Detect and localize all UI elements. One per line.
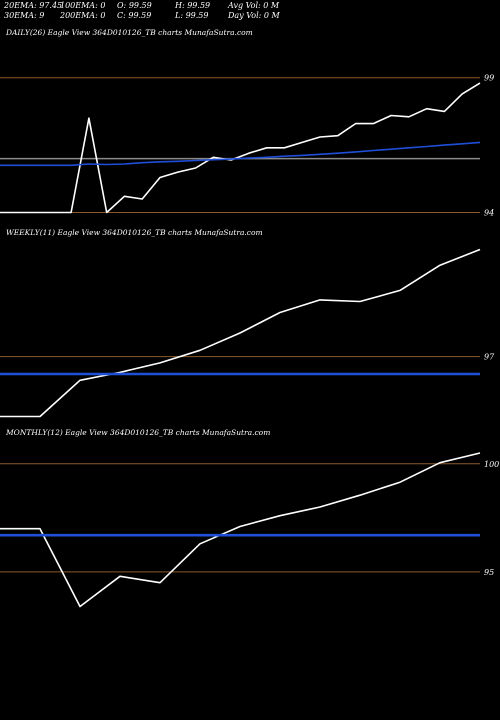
stat-high: H: 99.59 (175, 1, 211, 10)
weekly-chart-title: WEEKLY(11) Eagle View 364D010126_TB char… (6, 228, 263, 237)
daily-ema-line (0, 141, 481, 167)
stat-100ema: 100EMA: 0 (60, 1, 106, 10)
daily-y-tick-94: 94 (484, 209, 494, 218)
stat-close: C: 99.59 (117, 11, 152, 20)
weekly-price-line (0, 248, 481, 418)
stats-header: 20EMA: 97.45 100EMA: 0 O: 99.59 H: 99.59… (0, 0, 500, 28)
monthly-y-tick-100: 100 (484, 460, 499, 469)
stat-avg-vol: Avg Vol: 0 M (228, 1, 280, 10)
stat-20ema: 20EMA: 97.45 (4, 1, 63, 10)
monthly-chart-title: MONTHLY(12) Eagle View 364D010126_TB cha… (6, 428, 271, 437)
monthly-y-tick-95: 95 (484, 568, 494, 577)
stat-200ema: 200EMA: 0 (60, 11, 106, 20)
monthly-price-line (0, 452, 481, 608)
daily-y-tick-99: 99 (484, 74, 494, 83)
stat-day-vol: Day Vol: 0 M (228, 11, 280, 20)
stat-low: L: 99.59 (175, 11, 209, 20)
daily-chart-title: DAILY(26) Eagle View 364D010126_TB chart… (6, 28, 253, 37)
weekly-y-tick-97: 97 (484, 353, 495, 362)
stat-30ema: 30EMA: 9 (4, 11, 45, 20)
stat-open: O: 99.59 (117, 1, 152, 10)
